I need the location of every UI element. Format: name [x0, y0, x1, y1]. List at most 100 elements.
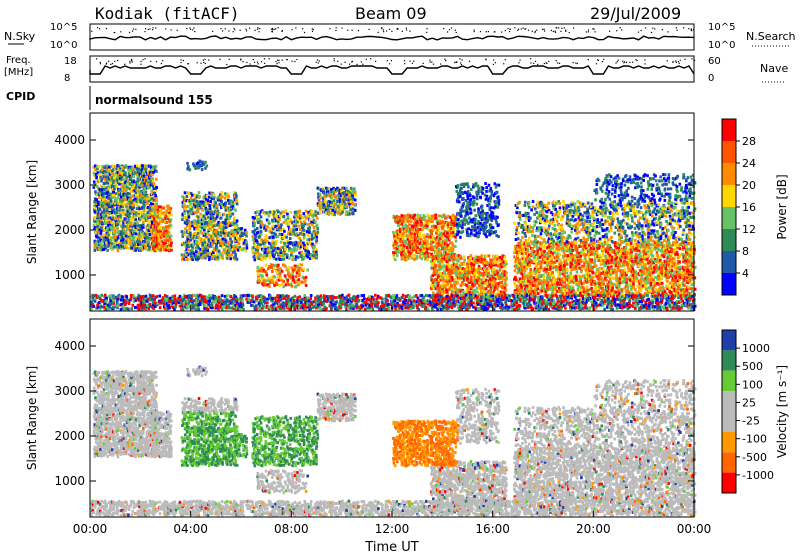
nsearch-point: [688, 28, 689, 29]
nave-point: [456, 61, 457, 62]
power-cell: [224, 197, 227, 200]
nsearch-point: [258, 31, 259, 32]
power-cell: [148, 240, 151, 243]
power-cell: [197, 228, 200, 231]
power-cell: [95, 234, 98, 237]
nave-point: [678, 61, 679, 62]
power-cell: [213, 193, 216, 196]
power-cell: [170, 213, 173, 216]
nsearch-point: [228, 30, 229, 31]
power-cell: [159, 205, 162, 208]
power-cell: [117, 249, 120, 252]
nsearch-point: [282, 30, 283, 31]
nsearch-point: [358, 30, 359, 31]
power-cell: [267, 250, 270, 253]
power-cell: [264, 248, 267, 251]
nsearch-point: [135, 29, 136, 30]
nave-point: [341, 64, 342, 65]
power-cell: [169, 239, 172, 242]
power-cell: [298, 263, 301, 266]
nsearch-point: [609, 31, 610, 32]
nave-point: [361, 61, 362, 62]
power-cell: [170, 218, 173, 221]
nave-point: [140, 64, 141, 65]
power-cell: [221, 195, 224, 198]
nsearch-label: N.Search: [746, 30, 796, 43]
nave-tick-low: 0: [708, 73, 714, 84]
nsearch-point: [676, 30, 677, 31]
nsearch-point: [564, 27, 565, 28]
power-cell: [170, 234, 173, 237]
nave-point: [132, 61, 133, 62]
nave-point: [680, 60, 681, 61]
nave-point: [617, 61, 618, 62]
power-cell: [229, 208, 232, 211]
power-cell: [214, 201, 217, 204]
nsearch-point: [586, 31, 587, 32]
power-cell: [204, 241, 207, 244]
power-cell: [187, 248, 190, 251]
power-cell: [287, 266, 290, 269]
power-cell: [191, 194, 194, 197]
nave-point: [203, 62, 204, 63]
power-cell: [186, 258, 189, 261]
nsearch-point: [507, 28, 508, 29]
power-cell: [269, 256, 272, 259]
power-cell: [197, 210, 200, 213]
nave-point: [108, 61, 109, 62]
nsearch-point: [558, 27, 559, 28]
nave-point: [183, 60, 184, 61]
nsky-label: N.Sky: [4, 30, 36, 43]
nave-point: [156, 61, 157, 62]
power-cell: [133, 180, 136, 183]
cpid-label: CPID: [6, 90, 35, 103]
power-cell: [149, 233, 152, 236]
nave-point: [548, 61, 549, 62]
power-cell: [276, 283, 279, 286]
nsearch-point: [592, 28, 593, 29]
power-cell: [155, 202, 158, 205]
power-cell: [266, 236, 269, 239]
nsearch-point: [486, 31, 487, 32]
nave-point: [615, 62, 616, 63]
nsearch-point: [565, 31, 566, 32]
nave-point: [129, 62, 130, 63]
nsearch-point: [245, 29, 246, 30]
nave-point: [530, 62, 531, 63]
nave-point: [493, 59, 494, 60]
nave-point: [162, 60, 163, 61]
nsearch-point: [341, 27, 342, 28]
nsearch-point: [335, 30, 336, 31]
nave-point: [544, 63, 545, 64]
power-cell: [146, 202, 149, 205]
nsearch-point: [505, 30, 506, 31]
power-cell: [197, 216, 200, 219]
nsearch-point: [544, 29, 545, 30]
nsearch-point: [275, 28, 276, 29]
nave-point: [430, 61, 431, 62]
nsearch-point: [560, 31, 561, 32]
nsearch-point: [594, 31, 595, 32]
power-cell: [223, 213, 226, 216]
nsearch-point: [621, 29, 622, 30]
power-cell: [105, 173, 108, 176]
nsearch-point: [406, 29, 407, 30]
nsearch-point: [588, 31, 589, 32]
nave-point: [559, 63, 560, 64]
power-cell: [273, 267, 276, 270]
power-cell: [245, 240, 248, 243]
nsearch-point: [397, 28, 398, 29]
power-cell: [258, 213, 261, 216]
power-cell: [125, 246, 128, 249]
power-cell: [94, 190, 97, 193]
power-cell: [189, 202, 192, 205]
nave-point: [240, 59, 241, 60]
nave-point: [546, 63, 547, 64]
nave-point: [404, 60, 405, 61]
power-cell: [112, 168, 115, 171]
nsearch-point: [555, 32, 556, 33]
nave-point: [351, 61, 352, 62]
nsearch-point: [347, 30, 348, 31]
nsearch-point: [474, 31, 475, 32]
power-cell: [252, 235, 255, 238]
